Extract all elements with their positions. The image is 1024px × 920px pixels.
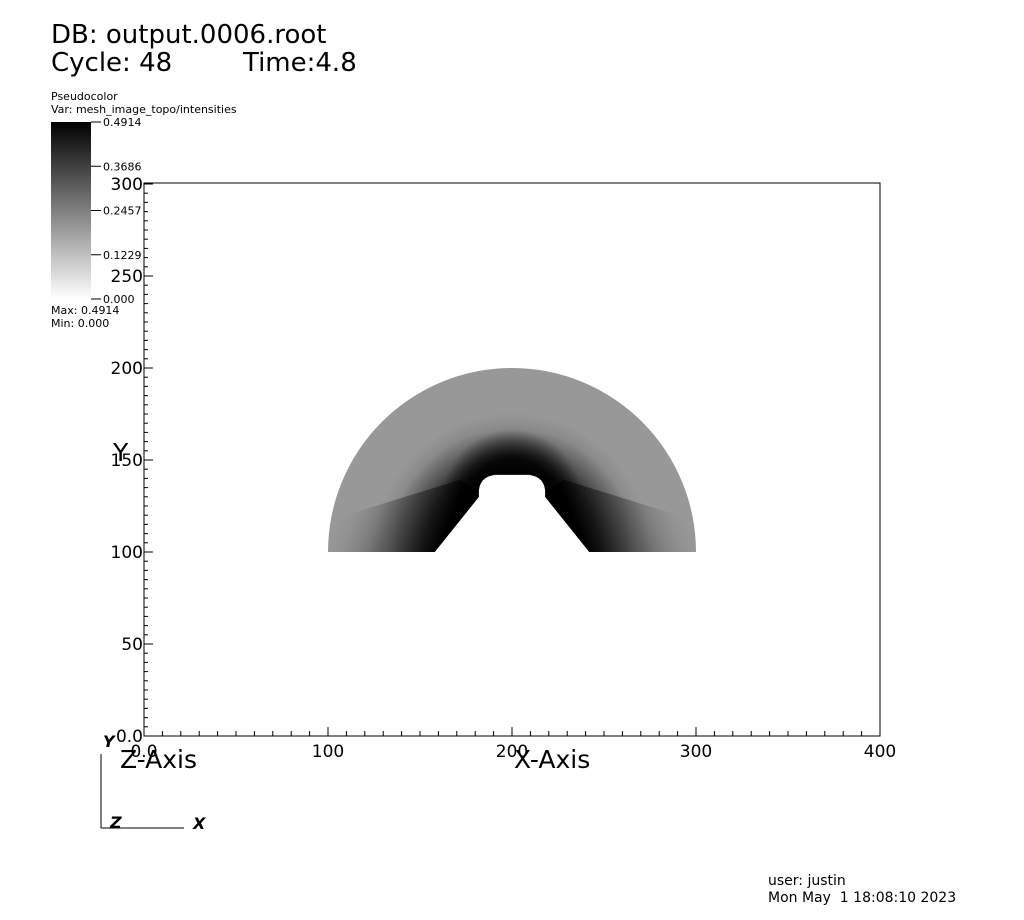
legend-plot-type: Pseudocolor xyxy=(51,90,118,103)
x-tick-labels: 0.0 100 200 300 400 xyxy=(130,742,896,762)
y-minor-ticks xyxy=(144,183,153,737)
x-tick-label: 100 xyxy=(312,742,344,762)
date-label: Mon May 1 18:08:10 2023 xyxy=(768,890,956,906)
y-tick-label: 250 xyxy=(111,267,143,287)
legend-min-label: Min: 0.000 xyxy=(51,317,109,330)
triad-z-label: Z xyxy=(109,813,122,832)
legend-tick-label: 0.4914 xyxy=(103,116,142,129)
color-legend: Pseudocolor Var: mesh_image_topo/intensi… xyxy=(51,90,237,330)
time-label: Time:4.8 xyxy=(242,48,357,78)
y-tick-labels: 0.0 50 100 150 200 250 300 xyxy=(111,175,143,747)
legend-max-label: Max: 0.4914 xyxy=(51,304,119,317)
y-tick-label: 200 xyxy=(111,359,143,379)
legend-tick-label: 0.000 xyxy=(103,293,135,306)
cycle-label: Cycle: 48 xyxy=(51,48,172,78)
y-tick-label: 100 xyxy=(111,543,143,563)
y-tick-label: 300 xyxy=(111,175,143,195)
legend-tick-label: 0.1229 xyxy=(103,249,142,262)
triad-y-label: Y xyxy=(103,732,116,751)
x-tick-label: 400 xyxy=(864,742,896,762)
y-tick-label: 150 xyxy=(111,451,143,471)
x-minor-ticks xyxy=(143,727,881,736)
y-tick-label: 50 xyxy=(121,635,143,655)
triad-x-label: X xyxy=(192,814,206,833)
z-axis-title: Z-Axis xyxy=(120,745,197,774)
x-tick-label: 0.0 xyxy=(130,742,157,762)
axes-triad: Y Z X xyxy=(100,732,206,833)
y-axis-title: Y xyxy=(112,438,129,467)
legend-tick-label: 0.2457 xyxy=(103,205,142,218)
color-bar xyxy=(51,122,91,299)
legend-tick-label: 0.3686 xyxy=(103,160,142,173)
heatmap-field xyxy=(328,368,696,552)
x-tick-label: 300 xyxy=(680,742,712,762)
x-axis-title: X-Axis xyxy=(514,745,590,774)
y-tick-label: 0.0 xyxy=(116,727,143,747)
x-tick-label: 200 xyxy=(496,742,528,762)
db-name-label: DB: output.0006.root xyxy=(51,20,326,50)
legend-ticks: 0.4914 0.3686 0.2457 0.1229 0.000 xyxy=(91,116,142,306)
user-label: user: justin xyxy=(768,873,846,889)
legend-var-label: Var: mesh_image_topo/intensities xyxy=(51,103,237,116)
